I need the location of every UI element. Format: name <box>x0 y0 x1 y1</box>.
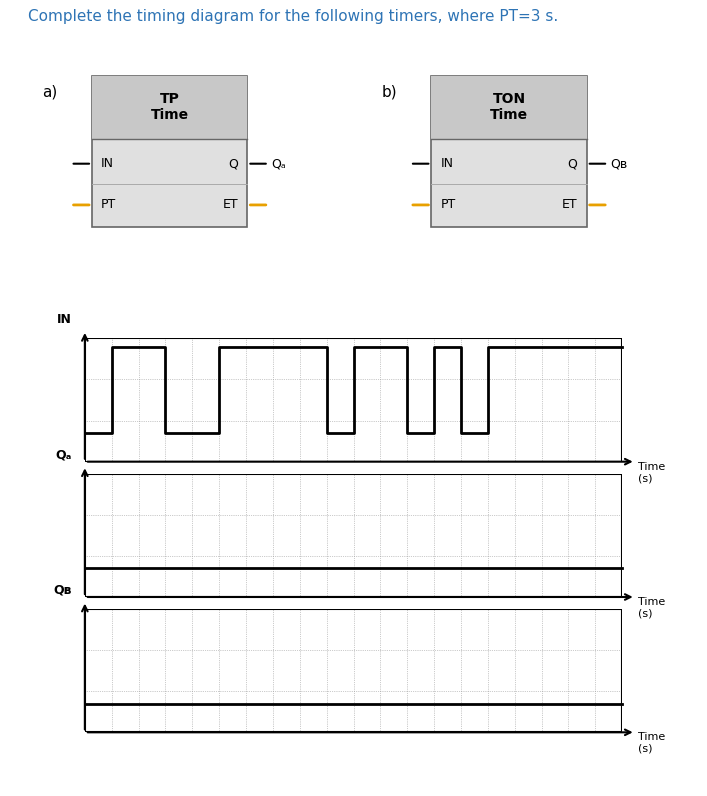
Text: IN: IN <box>101 157 114 170</box>
Text: IN: IN <box>440 157 453 170</box>
Text: Time
(s): Time (s) <box>638 597 665 618</box>
Text: Time
(s): Time (s) <box>638 462 665 483</box>
Text: PT: PT <box>440 198 456 212</box>
Text: a): a) <box>42 84 58 100</box>
Text: Complete the timing diagram for the following timers, where PT=3 s.: Complete the timing diagram for the foll… <box>28 9 559 24</box>
Text: ET: ET <box>223 198 238 212</box>
Text: IN: IN <box>57 313 71 326</box>
Text: TP
Time: TP Time <box>151 92 189 123</box>
Text: Qʙ: Qʙ <box>610 157 627 170</box>
FancyBboxPatch shape <box>92 76 247 139</box>
Text: b): b) <box>382 84 397 100</box>
FancyBboxPatch shape <box>431 76 587 227</box>
Text: PT: PT <box>101 198 117 212</box>
Text: ET: ET <box>562 198 578 212</box>
Text: Time
(s): Time (s) <box>638 732 665 754</box>
FancyBboxPatch shape <box>92 76 247 227</box>
Text: Qₐ: Qₐ <box>271 157 286 170</box>
Text: Qₐ: Qₐ <box>55 448 71 462</box>
FancyBboxPatch shape <box>431 76 587 139</box>
Text: Q: Q <box>568 157 578 170</box>
Text: Qʙ: Qʙ <box>53 583 71 597</box>
Text: Q: Q <box>228 157 238 170</box>
Text: TON
Time: TON Time <box>490 92 528 123</box>
